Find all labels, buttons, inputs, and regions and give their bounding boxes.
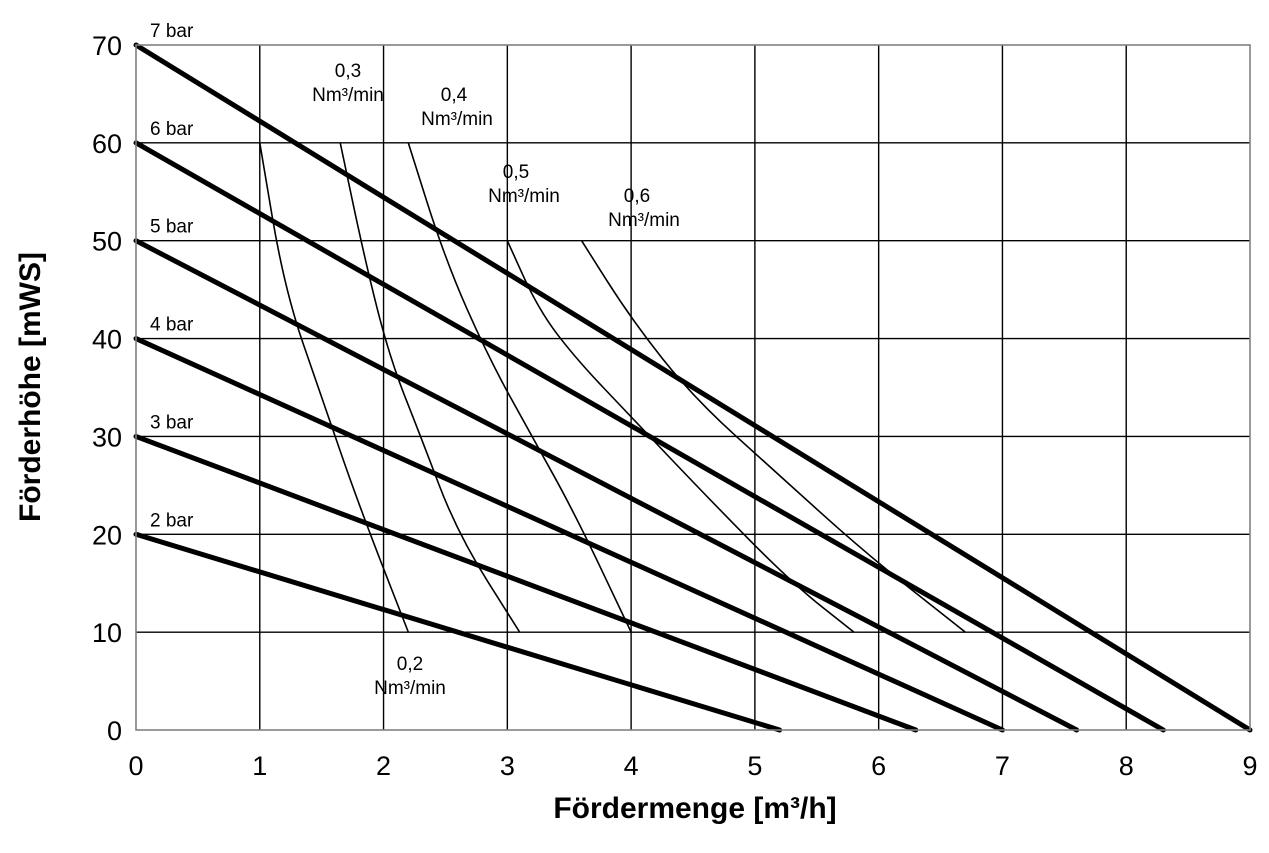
flow-label-0-3-value: 0,3 (335, 61, 361, 82)
flow-label-0-6-value: 0,6 (624, 186, 650, 207)
x-tick-label: 5 (747, 751, 762, 781)
series-label: 3 bar (150, 412, 194, 433)
series-3-bar (133, 433, 919, 733)
x-tick-label: 3 (500, 751, 515, 781)
flow-label-0-2-value: 0,2 (397, 654, 423, 675)
y-tick-label: 20 (92, 520, 122, 550)
x-axis-title: Fördermenge [m³/h] (553, 792, 836, 825)
air-curve-0-3 (339, 142, 521, 633)
y-tick-label: 50 (92, 227, 122, 257)
x-tick-label: 7 (995, 751, 1010, 781)
flow-label-0-3-unit: Nm³/min (312, 85, 384, 106)
series-label: 6 bar (150, 119, 194, 140)
x-tick-label: 4 (624, 751, 639, 781)
x-tick-labels: 0 1 2 3 4 5 6 7 8 9 (128, 751, 1257, 781)
flow-label-0-4-value: 0,4 (441, 85, 468, 106)
series-4-bar (133, 336, 1005, 733)
series-label: 7 bar (150, 21, 194, 42)
series-label: 5 bar (150, 217, 194, 238)
series-label: 2 bar (150, 510, 194, 531)
y-tick-label: 30 (92, 422, 122, 452)
flow-label-0-6-unit: Nm³/min (608, 210, 680, 231)
x-tick-label: 6 (871, 751, 886, 781)
y-tick-label: 40 (92, 325, 122, 355)
series-label: 4 bar (150, 315, 194, 336)
x-tick-label: 1 (252, 751, 267, 781)
y-tick-label: 0 (107, 716, 122, 746)
y-tick-label: 10 (92, 618, 122, 648)
air-curve-0-4 (407, 142, 632, 633)
pressure-series (133, 42, 1253, 733)
air-curve-0-6 (580, 240, 966, 633)
x-tick-label: 8 (1119, 751, 1134, 781)
y-axis-title: Förderhöhe [mWS] (14, 252, 47, 522)
y-tick-labels: 0 10 20 30 40 50 60 70 (92, 31, 122, 746)
series-7-bar (133, 42, 1253, 733)
x-tick-label: 0 (128, 751, 143, 781)
flow-label-0-4-unit: Nm³/min (421, 109, 493, 130)
series-5-bar (133, 238, 1080, 733)
plot-frame (135, 44, 1251, 731)
y-tick-label: 70 (92, 31, 122, 61)
series-6-bar (133, 140, 1166, 733)
x-tick-label: 2 (376, 751, 391, 781)
flow-label-0-5-value: 0,5 (503, 162, 529, 183)
x-tick-label: 9 (1242, 751, 1257, 781)
flow-label-0-5-unit: Nm³/min (488, 186, 560, 207)
y-tick-label: 60 (92, 129, 122, 159)
air-curve-0-2 (258, 142, 410, 633)
flow-label-0-2-unit: Nm³/min (374, 678, 446, 699)
series-2-bar (133, 531, 783, 733)
series-labels: 7 bar 6 bar 5 bar 4 bar 3 bar 2 bar (150, 21, 194, 531)
